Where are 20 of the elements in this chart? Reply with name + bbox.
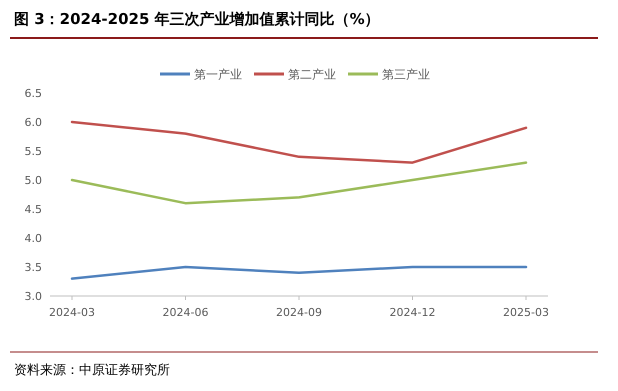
y-tick-label: 3.5: [24, 261, 42, 274]
x-tick-label: 2024-06: [162, 306, 208, 319]
chart-title: 图 3：2024-2025 年三次产业增加值累计同比（%）: [14, 10, 380, 28]
legend-label: 第一产业: [194, 68, 242, 82]
text: 资料来源：中原证券研究所: [14, 363, 170, 378]
y-tick-label: 4.5: [24, 203, 42, 216]
y-tick-label: 6.5: [24, 87, 42, 100]
y-tick-label: 5.0: [24, 174, 42, 187]
y-tick-label: 3.0: [24, 290, 42, 303]
line-series: [70, 120, 528, 164]
line-series: [70, 161, 528, 204]
y-tick-label: 5.5: [24, 145, 42, 158]
x-tick-label: 2024-12: [390, 306, 436, 319]
legend-label: 第三产业: [382, 68, 430, 82]
y-tick-label: 6.0: [24, 116, 42, 129]
legend-label: 第二产业: [288, 68, 336, 82]
x-tick-label: 2024-03: [49, 306, 95, 319]
x-tick-label: 2024-09: [276, 306, 322, 319]
x-tick-label: 2025-03: [503, 306, 549, 319]
y-tick-label: 4.0: [24, 232, 42, 245]
